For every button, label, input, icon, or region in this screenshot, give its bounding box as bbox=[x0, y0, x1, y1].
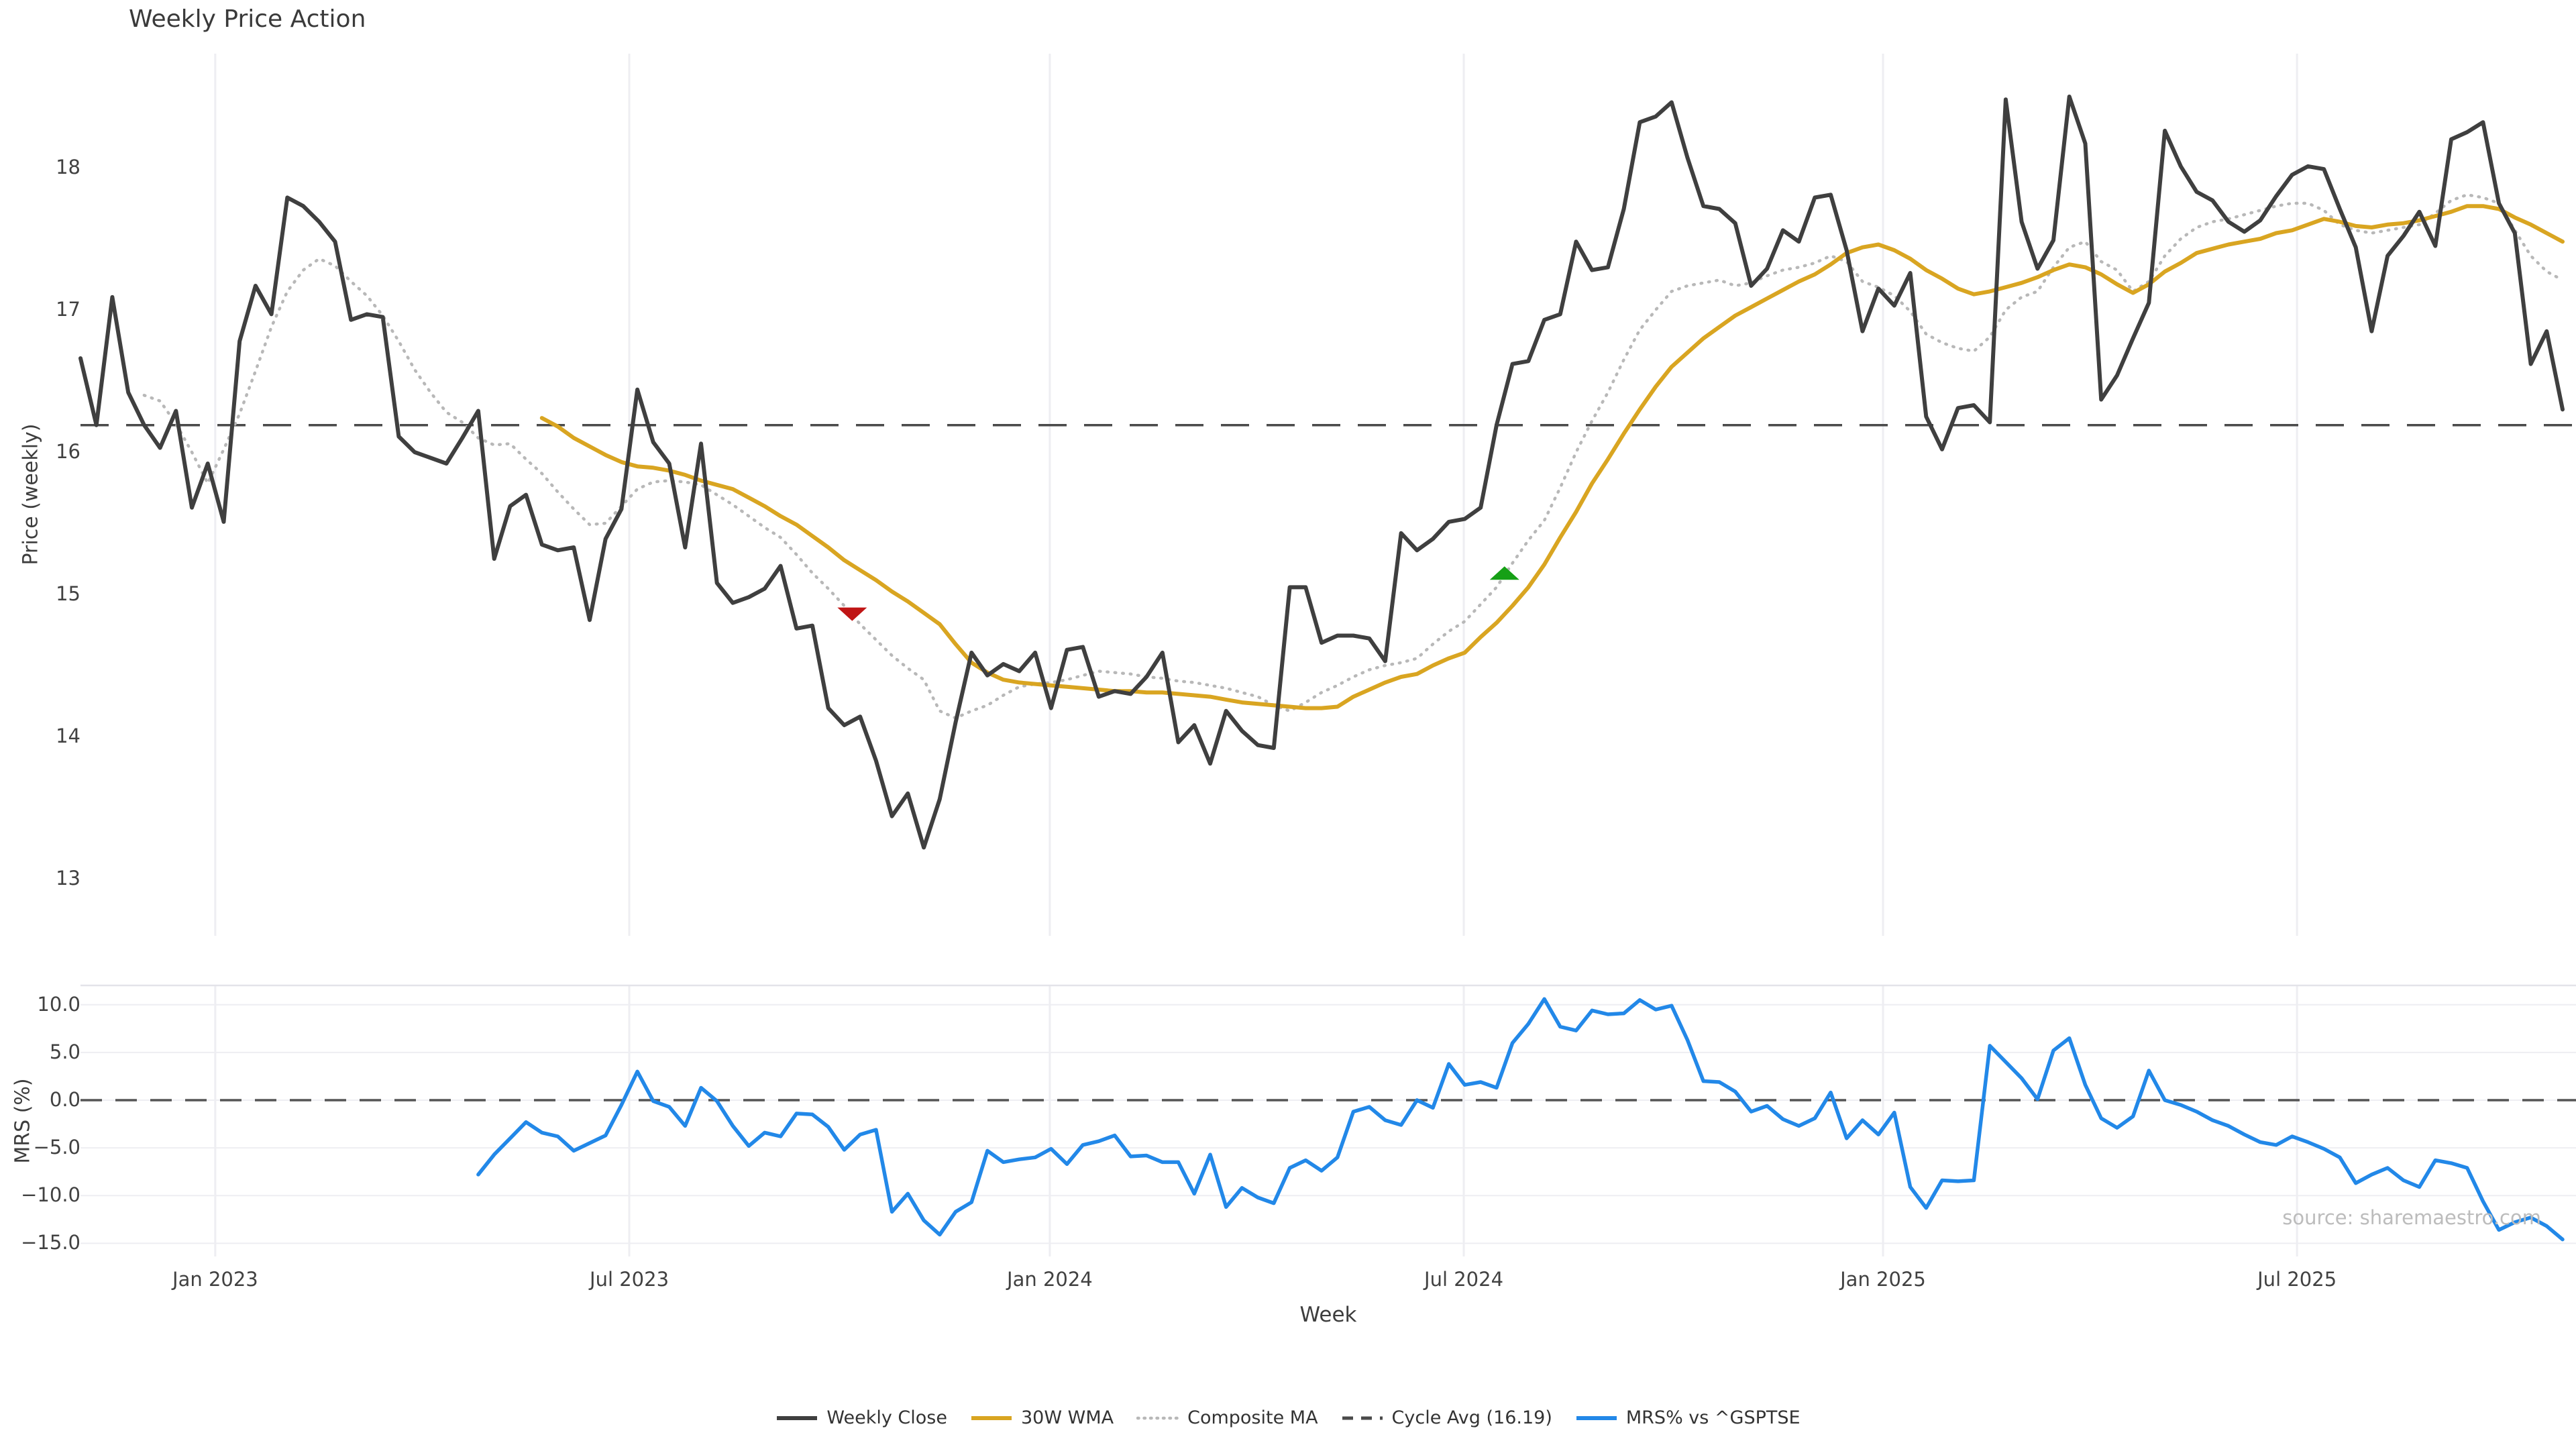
chart-title: Weekly Price Action bbox=[129, 5, 366, 33]
legend-item: Cycle Avg (16.19) bbox=[1341, 1407, 1552, 1428]
buy-signal-marker bbox=[1489, 566, 1519, 580]
legend-swatch-solid bbox=[1576, 1415, 1617, 1420]
mrs-ytick-label: −15.0 bbox=[21, 1231, 80, 1254]
legend-label: 30W WMA bbox=[1020, 1407, 1114, 1428]
source-watermark: source: sharemaestro.com bbox=[2282, 1206, 2541, 1229]
legend-label: Composite MA bbox=[1187, 1407, 1318, 1428]
price-ytick-label: 17 bbox=[56, 298, 80, 321]
legend-swatch-dashed bbox=[1342, 1416, 1383, 1419]
mrs-ytick-label: 10.0 bbox=[37, 992, 80, 1016]
price-ytick-label: 15 bbox=[56, 582, 80, 605]
wma-30w-line bbox=[539, 204, 2565, 710]
legend-label: Cycle Avg (16.19) bbox=[1391, 1407, 1552, 1428]
mrs-axis-label: MRS (%) bbox=[11, 1078, 35, 1164]
legend-label: Weekly Close bbox=[826, 1407, 947, 1428]
x-tick-label: Jul 2025 bbox=[2257, 1268, 2337, 1291]
sell-signal-marker bbox=[837, 607, 867, 621]
legend-swatch-solid bbox=[971, 1415, 1012, 1420]
mrs-ytick-label: 0.0 bbox=[49, 1088, 80, 1111]
x-tick-label: Jan 2025 bbox=[1840, 1268, 1926, 1291]
weekly-close-line bbox=[78, 95, 2565, 850]
price-axis-label: Price (weekly) bbox=[19, 423, 43, 566]
price-ytick-label: 18 bbox=[56, 156, 80, 178]
legend-item: Weekly Close bbox=[775, 1407, 947, 1428]
legend-swatch-solid bbox=[777, 1415, 818, 1420]
mrs-ytick-label: −10.0 bbox=[21, 1183, 80, 1207]
legend-item: Composite MA bbox=[1136, 1407, 1318, 1428]
price-ytick-label: 13 bbox=[56, 867, 80, 890]
composite-ma-line bbox=[142, 193, 2565, 720]
legend: Weekly Close 30W WMA Composite MA Cycle Avg… bbox=[0, 1407, 2576, 1428]
x-tick-label: Jul 2024 bbox=[1424, 1268, 1504, 1291]
legend-item: MRS% vs ^GSPTSE bbox=[1575, 1407, 1801, 1428]
legend-label: MRS% vs ^GSPTSE bbox=[1625, 1407, 1801, 1428]
mrs-ytick-label: −5.0 bbox=[33, 1136, 80, 1159]
legend-item: 30W WMA bbox=[970, 1407, 1114, 1428]
price-ytick-label: 14 bbox=[56, 724, 80, 747]
mrs-ytick-label: 5.0 bbox=[49, 1040, 80, 1063]
x-tick-label: Jan 2024 bbox=[1007, 1268, 1093, 1291]
mrs-line bbox=[476, 997, 2565, 1242]
x-tick-label: Jan 2023 bbox=[172, 1268, 258, 1291]
price-ytick-label: 16 bbox=[56, 440, 80, 463]
x-tick-label: Jul 2023 bbox=[590, 1268, 669, 1291]
legend-swatch-dotted bbox=[1136, 1416, 1180, 1419]
x-axis-label: Week bbox=[1299, 1303, 1357, 1327]
